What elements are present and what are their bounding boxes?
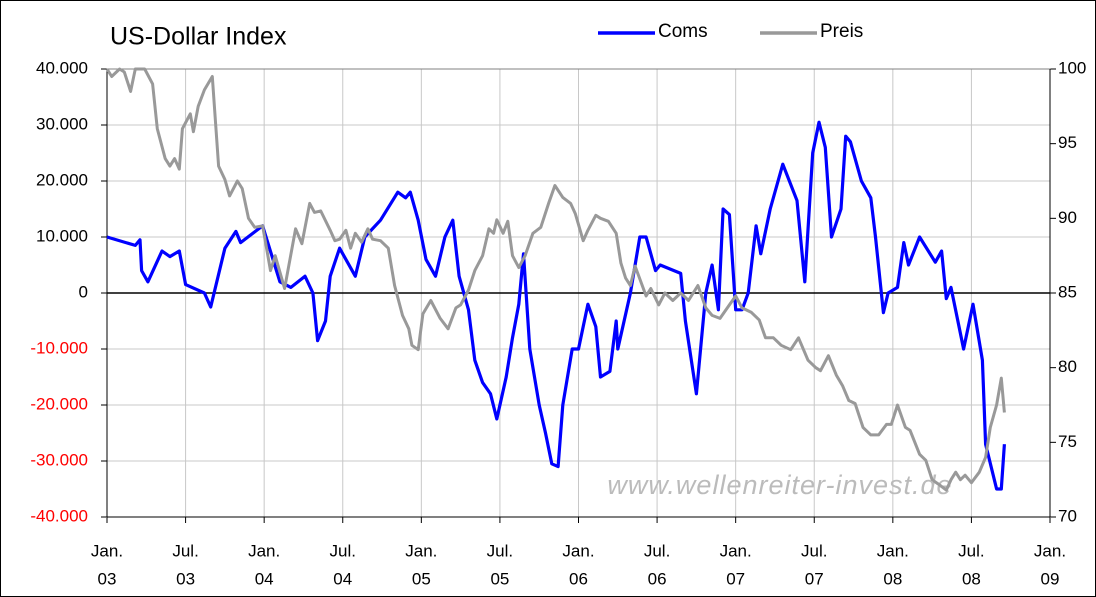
y-tick-label: -10.000: [30, 338, 88, 357]
x-tick-label: Jan.: [562, 541, 594, 560]
x-tick-label: Jan.: [91, 541, 123, 560]
series-line: [106, 120, 1006, 491]
x-tick-label: 07: [726, 569, 745, 588]
x-tick-label: Jul.: [330, 541, 356, 560]
x-tick-label: Jul.: [644, 541, 670, 560]
x-tick-label: 08: [883, 569, 902, 588]
y2-tick-label: 80: [1058, 357, 1077, 376]
y-tick-label: -20.000: [30, 394, 88, 413]
y2-tick-label: 85: [1058, 282, 1077, 301]
x-tick-label: Jul.: [958, 541, 984, 560]
y2-tick-label: 95: [1058, 133, 1077, 152]
x-tick-label: 05: [490, 569, 509, 588]
y-tick-label: 30.000: [36, 114, 88, 133]
series-line: [105, 67, 1006, 492]
y-tick-label: 0: [79, 282, 88, 301]
x-tick-label: 07: [805, 569, 824, 588]
x-tick-label: Jan.: [877, 541, 909, 560]
x-tick-label: Jan.: [1034, 541, 1066, 560]
x-tick-label: 09: [1041, 569, 1060, 588]
y2-tick-label: 75: [1058, 432, 1077, 451]
x-tick-label: 06: [648, 569, 667, 588]
y-tick-label: -30.000: [30, 450, 88, 469]
y-tick-label: 40.000: [36, 58, 88, 77]
y2-tick-label: 90: [1058, 208, 1077, 227]
y-tick-label: 10.000: [36, 226, 88, 245]
x-tick-label: 06: [569, 569, 588, 588]
x-tick-label: 04: [255, 569, 274, 588]
legend-label: Coms: [658, 21, 708, 42]
x-tick-label: 08: [962, 569, 981, 588]
x-tick-label: 03: [176, 569, 195, 588]
x-tick-label: 03: [98, 569, 117, 588]
y2-tick-label: 100: [1058, 58, 1086, 77]
y-tick-label: 20.000: [36, 170, 88, 189]
x-tick-label: Jan.: [248, 541, 280, 560]
x-tick-label: Jan.: [720, 541, 752, 560]
x-tick-label: Jul.: [172, 541, 198, 560]
watermark: www.wellenreiter-invest.de: [607, 470, 952, 500]
x-tick-label: Jul.: [801, 541, 827, 560]
x-tick-label: Jul.: [487, 541, 513, 560]
x-tick-label: 04: [333, 569, 352, 588]
legend-label: Preis: [820, 21, 863, 42]
y2-tick-label: 70: [1058, 506, 1077, 525]
x-tick-label: 05: [412, 569, 431, 588]
y-tick-label: -40.000: [30, 506, 88, 525]
chart-title: US-Dollar Index: [110, 23, 287, 51]
x-tick-label: Jan.: [405, 541, 437, 560]
